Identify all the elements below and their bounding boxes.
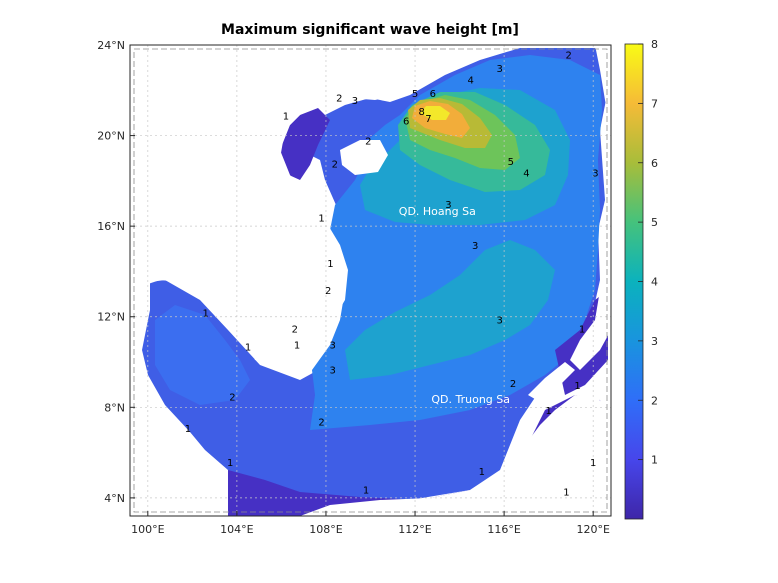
y-tick-label: 16°N — [97, 220, 125, 233]
contour-label: 1 — [283, 112, 289, 123]
land-palawan — [528, 362, 575, 402]
chart-title: Maximum significant wave height [m] — [221, 22, 519, 38]
x-tick-label: 112°E — [398, 523, 431, 536]
contour-label: 5 — [508, 157, 514, 168]
contour-label: 1 — [327, 259, 333, 270]
contour-label: 2 — [566, 51, 572, 62]
map-frame-inner — [133, 48, 608, 513]
colorbar-tick-label: 2 — [651, 394, 658, 407]
y-tick-label: 24°N — [97, 39, 125, 52]
contour-label: 1 — [227, 458, 233, 469]
contour-label: 6 — [430, 89, 436, 100]
contour-label: 4 — [523, 168, 529, 179]
contour-label: 2 — [336, 94, 342, 105]
y-tick-label: 12°N — [97, 311, 125, 324]
colorbar: 1 2 3 4 5 6 7 8 — [624, 38, 658, 520]
land-indochina — [130, 45, 420, 362]
contour-label: 8 — [419, 107, 425, 118]
contour-label: 1 — [590, 458, 596, 469]
colorbar-tick-label: 3 — [651, 335, 658, 348]
colorbar-tick-label: 7 — [651, 97, 658, 110]
contour-label: 2 — [292, 325, 298, 336]
contour-label: 3 — [496, 64, 502, 75]
contour-label: 1 — [545, 406, 551, 417]
contour-label: 1 — [294, 340, 300, 351]
contour-label: 1 — [363, 485, 369, 496]
contour-label: 2 — [318, 417, 324, 428]
contour-label: 1 — [479, 467, 485, 478]
land-borneo — [300, 395, 611, 516]
contour-label: 1 — [245, 343, 251, 354]
x-tick-label: 108°E — [309, 523, 342, 536]
place-label: QD. Hoang Sa — [399, 205, 476, 218]
contour-label: 6 — [403, 116, 409, 127]
contour-label: 3 — [329, 365, 335, 376]
place-label: QD. Truong Sa — [431, 393, 510, 406]
colorbar-tick-label: 8 — [651, 38, 658, 51]
map-area — [130, 45, 611, 516]
contour-label: 1 — [203, 309, 209, 320]
land-sumatra-corner — [130, 470, 170, 516]
contour-label: 3 — [592, 168, 598, 179]
contour-label: 1 — [185, 424, 191, 435]
land-hainan — [340, 140, 388, 175]
contour-label: 2 — [325, 286, 331, 297]
land-philippines — [570, 215, 611, 370]
gulf-thailand-band — [155, 305, 250, 405]
colorbar-tick-label: 1 — [651, 454, 658, 467]
contour-label: 1 — [318, 214, 324, 225]
contour-label: 5 — [412, 89, 418, 100]
land-malay-peninsula — [130, 375, 228, 516]
sea-level-3-central — [345, 240, 555, 380]
x-tick-label: 116°E — [487, 523, 520, 536]
contour-label: 2 — [229, 393, 235, 404]
colorbar-ticks: 1 2 3 4 5 6 7 8 — [638, 38, 658, 467]
map-frame — [129, 44, 612, 517]
coastal-shallow-gulf-tonkin — [278, 108, 330, 180]
grid-lines — [130, 44, 611, 516]
contour-label: 2 — [510, 379, 516, 390]
sea-level-8 — [420, 106, 450, 120]
contour-label: 3 — [329, 340, 335, 351]
contour-label: 2 — [365, 137, 371, 148]
contour-label: 3 — [352, 96, 358, 107]
colorbar-tick-label: 6 — [651, 157, 658, 170]
y-tick-label: 4°N — [104, 492, 125, 505]
x-tick-label: 104°E — [220, 523, 253, 536]
contour-label: 2 — [332, 159, 338, 170]
contour-label: 3 — [472, 241, 478, 252]
contour-label: 3 — [445, 200, 451, 211]
place-labels: QD. Hoang Sa QD. Truong Sa — [399, 205, 510, 406]
colorbar-tick-label: 4 — [651, 276, 658, 289]
contour-label: 1 — [574, 381, 580, 392]
contour-label: 4 — [468, 75, 474, 86]
contour-label: 1 — [563, 488, 569, 499]
contour-label: 7 — [425, 114, 431, 125]
y-tick-label: 8°N — [104, 401, 125, 414]
colorbar-tick-label: 5 — [651, 216, 658, 229]
contour-label: 3 — [496, 316, 502, 327]
axis-ticks: 100°E 104°E 108°E 112°E 116°E 120°E 4°N 8°N 12°N… — [97, 39, 610, 536]
land-mindanao-tip — [600, 430, 611, 470]
x-tick-label: 100°E — [131, 523, 164, 536]
x-tick-label: 120°E — [576, 523, 609, 536]
contour-label: 1 — [579, 325, 585, 336]
y-tick-label: 20°N — [97, 130, 125, 143]
